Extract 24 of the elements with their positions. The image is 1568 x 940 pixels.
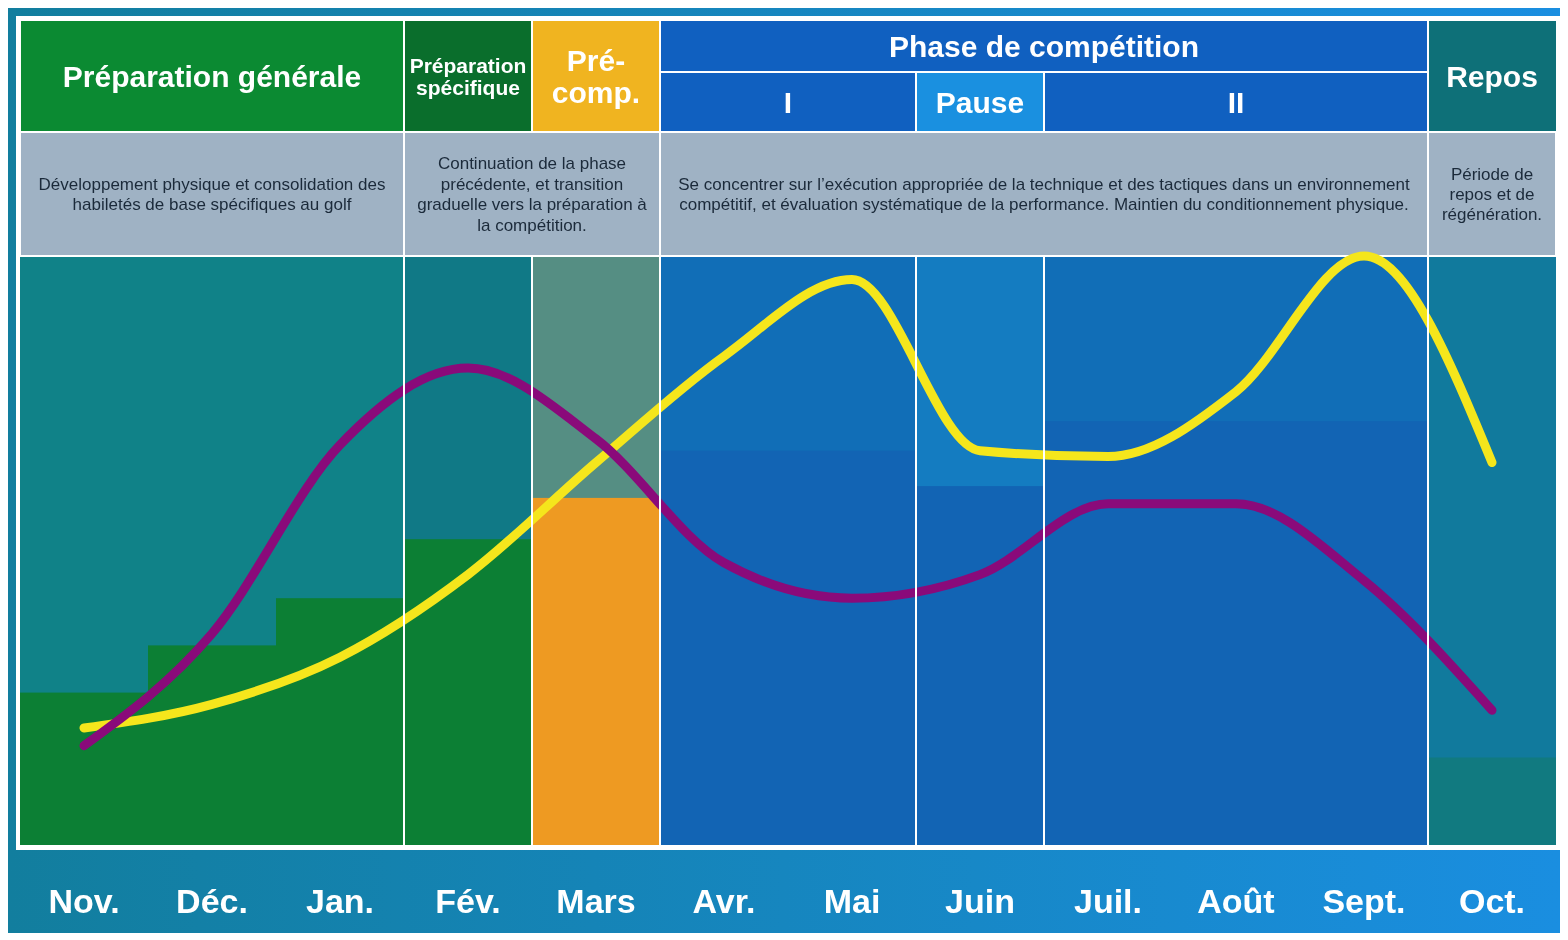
band-label: Repos — [1446, 59, 1538, 93]
band-label: I — [783, 85, 793, 119]
band-label: Préparation spécifique — [409, 53, 527, 99]
x-tick-label: Avr. — [692, 882, 756, 920]
x-tick-label: Juin — [945, 882, 1015, 920]
x-tick-label: Juil. — [1073, 882, 1143, 920]
x-tick-label: Mai — [823, 882, 881, 920]
band-label: Phase de compétition — [888, 29, 1200, 63]
text: Développement physique et consolidation des habiletés de base spécifiques au golf — [38, 174, 386, 214]
text: Période de repos et de régénération. — [1441, 164, 1543, 224]
band-label: II — [1227, 85, 1245, 119]
band-label: Pause — [935, 85, 1025, 119]
x-tick-label: Jan. — [305, 882, 375, 920]
x-tick-label: Sept. — [1322, 882, 1406, 920]
x-tick-label: Déc. — [176, 882, 248, 920]
band-label: Pré-comp. — [551, 43, 641, 109]
text: Se concentrer sur l’exécution appropriée de la technique et des tactiques dans un environnement compétitif, et évaluation systématique de la performance. Maintien du conditionnement physique. — [678, 174, 1411, 214]
text: Continuation de la phase précédente, et transition graduelle vers la préparation à la compétition. — [417, 153, 648, 235]
x-tick-label: Mars — [556, 882, 636, 920]
x-tick-label: Fév. — [435, 882, 501, 920]
x-tick-label: Oct. — [1458, 882, 1526, 920]
band-label: Préparation générale — [62, 59, 362, 93]
x-tick-label: Nov. — [48, 882, 120, 920]
x-tick-label: Août — [1197, 882, 1275, 920]
